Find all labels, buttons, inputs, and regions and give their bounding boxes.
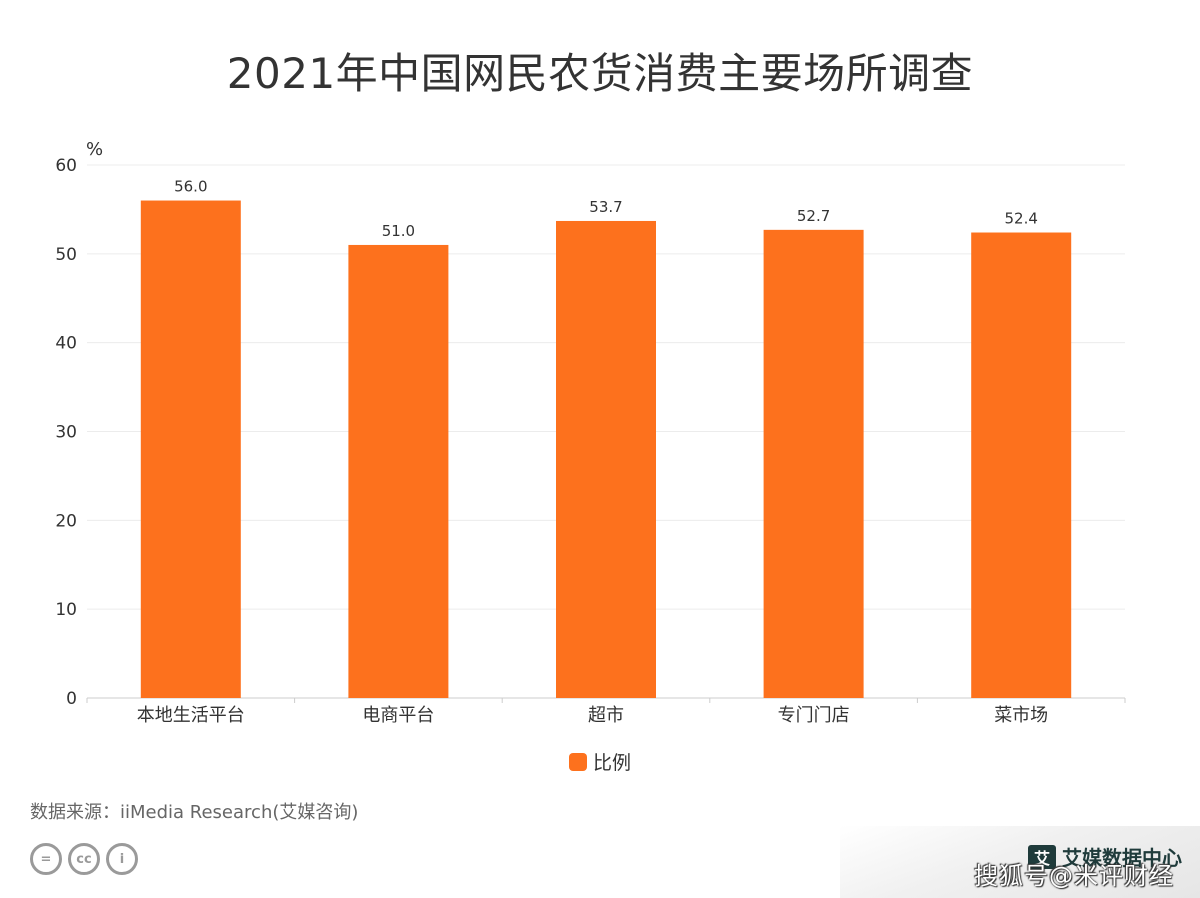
y-tick-label: 60 [55, 156, 77, 176]
data-label: 52.4 [1004, 210, 1037, 228]
brand-mark-icon: 艾 [1028, 844, 1056, 869]
data-label: 51.0 [382, 222, 415, 240]
bar-5 [971, 232, 1072, 698]
bar-3 [556, 220, 656, 698]
x-tick-label: 超市 [588, 705, 624, 726]
y-tick-label: 50 [55, 245, 77, 265]
data-label: 52.7 [797, 207, 830, 225]
bar-1 [140, 200, 241, 699]
y-tick-label: 10 [55, 600, 77, 620]
brand-name: 艾媒数据中心 [1062, 846, 1182, 870]
x-tick-label: 本地生活平台 [137, 705, 245, 726]
legend[interactable]: 比例 [0, 748, 1200, 775]
x-tick-label: 专门门店 [778, 705, 850, 726]
watermark: 搜狐号@米评财经 [974, 862, 1174, 890]
chart-title: 2021年中国网民农货消费主要场所调查 [226, 49, 974, 98]
source-note: 数据来源：iiMedia Research(艾媒咨询) [30, 802, 359, 823]
legend-label: 比例 [592, 752, 631, 774]
y-axis-label: % [86, 139, 103, 160]
cc-icon: cc [68, 843, 100, 875]
x-tick-label: 电商平台 [362, 705, 434, 726]
bar-2 [348, 244, 449, 698]
equals-icon: = [30, 843, 62, 875]
y-tick-label: 20 [55, 511, 77, 531]
data-label: 53.7 [589, 198, 622, 216]
y-tick-label: 40 [55, 334, 77, 354]
x-tick-label: 菜市场 [994, 705, 1048, 726]
bar-4 [763, 229, 864, 698]
bar-chart: 0 10 20 30 40 50 60% 56.0 本地生活平台 51.0 电商平台 53.7 超市 52… [55, 139, 1126, 726]
y-tick-label: 30 [55, 423, 77, 443]
legend-swatch [568, 752, 587, 771]
data-label: 56.0 [174, 178, 207, 196]
person-icon: i [106, 843, 138, 875]
y-tick-label: 0 [66, 689, 77, 709]
license-icons: = cc i [30, 843, 138, 875]
logo-background [840, 826, 1200, 898]
brand-logo: 艾 艾媒数据中心 [1028, 842, 1182, 871]
